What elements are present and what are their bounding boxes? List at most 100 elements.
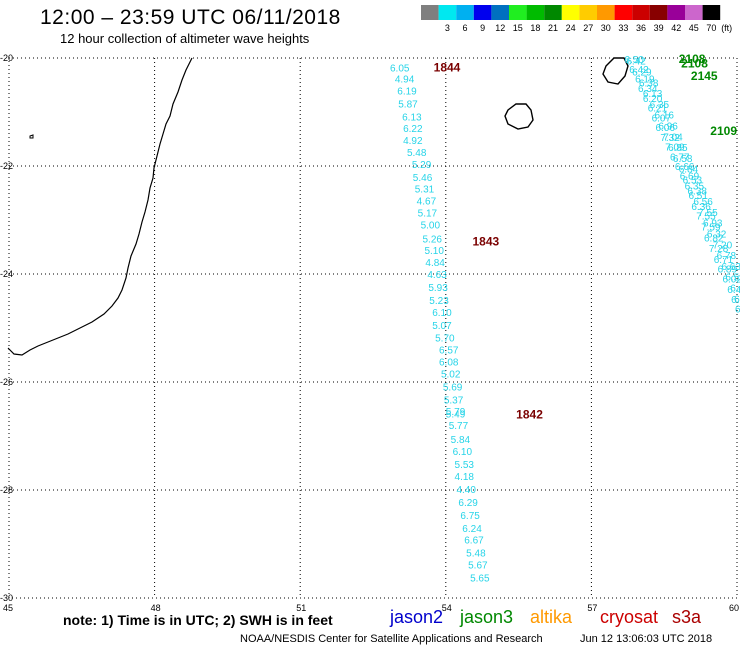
swh-value: 6.19 bbox=[635, 75, 655, 86]
swh-value: 7.32 bbox=[660, 133, 680, 144]
scale-swatch bbox=[526, 5, 545, 20]
swh-value: 6.84 bbox=[679, 165, 699, 176]
swh-value: 7.55 bbox=[696, 212, 716, 223]
swh-value: 6.13 bbox=[402, 112, 422, 123]
scale-swatch bbox=[561, 5, 580, 20]
lat-tick-label: -26 bbox=[0, 377, 13, 387]
swh-value: 4.84 bbox=[425, 258, 445, 269]
scale-label: 70 bbox=[706, 23, 716, 33]
lat-tick-label: -24 bbox=[0, 269, 13, 279]
legend-s3a: s3a bbox=[672, 607, 702, 627]
footer-note: note: 1) Time is in UTC; 2) SWH is in fe… bbox=[63, 612, 333, 628]
credit-line: NOAA/NESDIS Center for Satellite Applica… bbox=[240, 633, 543, 645]
reunion-island bbox=[504, 103, 534, 130]
scale-label: 30 bbox=[601, 23, 611, 33]
scale-label: 33 bbox=[618, 23, 628, 33]
pass-time-label: 1842 bbox=[516, 407, 543, 421]
swh-value: 6.77 bbox=[670, 152, 690, 163]
altimeter-tracks: 6.054.946.195.876.136.224.925.485.295.46… bbox=[390, 52, 740, 584]
scale-swatch bbox=[473, 5, 492, 20]
swh-value: 7.59 bbox=[701, 222, 721, 233]
swh-value: 6.66 bbox=[675, 162, 695, 173]
swh-value: 6.19 bbox=[397, 86, 417, 97]
lon-tick-label: 57 bbox=[587, 603, 597, 613]
swh-value: 6.57 bbox=[439, 346, 459, 357]
swh-value: 6.24 bbox=[462, 524, 482, 535]
swh-value: 6.58 bbox=[673, 154, 693, 165]
swh-value: 5.48 bbox=[407, 148, 427, 159]
swh-value: 5.29 bbox=[412, 160, 432, 171]
scale-swatch bbox=[649, 5, 668, 20]
swh-value: 5.87 bbox=[398, 99, 418, 110]
scale-swatch bbox=[667, 5, 685, 20]
madagascar-coast bbox=[7, 57, 193, 356]
scale-label: 9 bbox=[480, 23, 485, 33]
swh-value: 6.38 bbox=[639, 78, 659, 89]
swh-value: 6.89 bbox=[718, 265, 738, 276]
swh-value: 4.18 bbox=[455, 472, 475, 483]
swh-value: 5.79 bbox=[446, 407, 466, 418]
lon-tick-label: 51 bbox=[296, 603, 306, 613]
swh-value: 5.10 bbox=[424, 246, 444, 257]
scale-swatch bbox=[438, 5, 457, 20]
pass-time-label: 2109 bbox=[710, 124, 737, 138]
swh-value: 6.35 bbox=[685, 181, 705, 192]
swh-value: 5.48 bbox=[466, 549, 486, 560]
swh-value: 6.5 bbox=[734, 294, 740, 305]
swh-value: 6.71 bbox=[714, 255, 734, 266]
swh-value: 6.96 bbox=[658, 122, 678, 133]
swh-value: 6.67 bbox=[464, 536, 484, 547]
legend-jason2: jason2 bbox=[390, 607, 444, 627]
swh-value: 6.56 bbox=[693, 197, 713, 208]
legend-cryosat: cryosat bbox=[600, 607, 659, 627]
swh-value: 6.29 bbox=[458, 498, 478, 509]
lon-tick-label: 54 bbox=[442, 603, 452, 613]
swh-value: 5.65 bbox=[470, 573, 490, 584]
swh-value: 4.94 bbox=[395, 75, 415, 86]
swh-value: 6.35 bbox=[650, 100, 670, 111]
swh-value: 5.17 bbox=[418, 208, 438, 219]
swh-value: 6.93 bbox=[703, 219, 723, 230]
swh-value: 7.04 bbox=[663, 132, 683, 143]
swh-value: 4.40 bbox=[456, 485, 476, 496]
swh-value: 6.06 bbox=[655, 123, 675, 134]
swh-value: 6.51 bbox=[688, 191, 708, 202]
scale-label: 27 bbox=[583, 23, 593, 33]
page-subtitle: 12 hour collection of altimeter wave hei… bbox=[60, 31, 310, 46]
lat-tick-label: -28 bbox=[0, 485, 13, 495]
swh-value: 4.63 bbox=[427, 270, 447, 281]
scale-swatch bbox=[614, 5, 633, 20]
scale-swatch bbox=[702, 5, 721, 20]
swh-value: 6.10 bbox=[432, 308, 452, 319]
mauritius-island bbox=[602, 57, 629, 85]
lon-tick-label: 45 bbox=[3, 603, 13, 613]
legend-altika: altika bbox=[530, 607, 573, 627]
swh-value: 6.21 bbox=[648, 104, 668, 115]
swh-value: 5.49 bbox=[446, 409, 466, 420]
scale-unit: (ft) bbox=[721, 23, 732, 33]
scale-label: 36 bbox=[636, 23, 646, 33]
swh-value: 6.82 bbox=[704, 233, 724, 244]
scale-swatch bbox=[509, 5, 527, 20]
swh-value: 6.16 bbox=[654, 111, 674, 122]
scale-swatch bbox=[579, 5, 597, 20]
swh-value: 5.93 bbox=[428, 283, 448, 294]
swh-value: 6.9 bbox=[731, 295, 740, 306]
swh-value: 6.29 bbox=[632, 68, 652, 79]
scale-label: 24 bbox=[566, 23, 576, 33]
scale-label: 39 bbox=[654, 23, 664, 33]
scale-swatch bbox=[544, 5, 562, 20]
pass-time-label: 2145 bbox=[691, 69, 718, 83]
swh-value: 5.07 bbox=[432, 321, 452, 332]
swh-value: 5.67 bbox=[468, 561, 488, 572]
swh-value: 6.42 bbox=[626, 57, 646, 68]
swh-value: 5.46 bbox=[413, 173, 433, 184]
swh-value: 5.77 bbox=[449, 421, 469, 432]
color-scale: 3 6 9 12 15 18 21 24 27 30 33 36 39 42 45 70 (ft) bbox=[421, 5, 732, 33]
swh-value: 6.63 bbox=[721, 262, 740, 273]
swh-value: 5.53 bbox=[455, 460, 475, 471]
coastline bbox=[7, 57, 629, 356]
scale-label: 6 bbox=[462, 23, 467, 33]
swh-value: 7.55 bbox=[698, 208, 718, 219]
swh-value: 6.32 bbox=[707, 230, 727, 241]
